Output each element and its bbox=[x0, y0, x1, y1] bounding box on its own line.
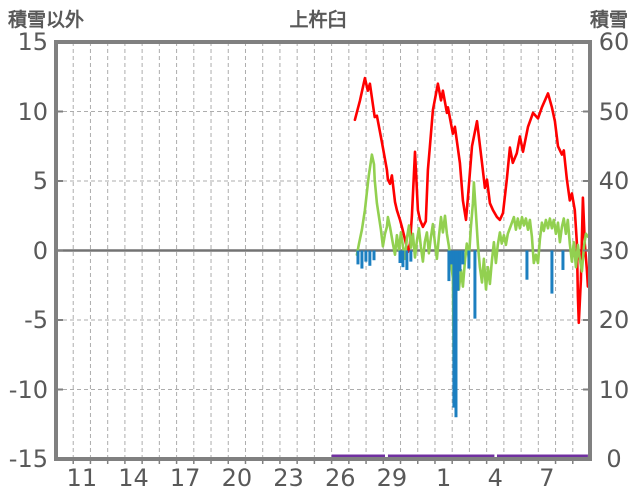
x-axis-tick-label: 26 bbox=[324, 464, 356, 492]
left-axis-tick-label: -15 bbox=[8, 445, 48, 473]
right-axis-tick-label: 30 bbox=[598, 236, 630, 265]
red-temperature-line bbox=[353, 76, 590, 325]
right-axis-tick-label: 10 bbox=[598, 375, 630, 404]
x-axis-tick-label: 7 bbox=[539, 464, 555, 492]
right-axis-tick-label: 40 bbox=[598, 167, 630, 195]
x-axis-tick-label: 14 bbox=[118, 464, 149, 492]
right-axis-title: 積雪 bbox=[589, 9, 628, 31]
green-line bbox=[355, 153, 590, 383]
left-axis-title: 積雪以外 bbox=[8, 9, 85, 31]
right-axis-tick-label: 60 bbox=[598, 28, 630, 56]
x-axis-tick-label: 23 bbox=[273, 464, 304, 492]
plot-border bbox=[54, 40, 592, 461]
right-axis-tick-label: 20 bbox=[598, 306, 630, 334]
left-axis-tick-label: 10 bbox=[17, 97, 48, 126]
x-axis-tick-label: 1 bbox=[435, 464, 452, 492]
right-axis-tick-label: 0 bbox=[606, 445, 622, 473]
x-axis-tick-label: 4 bbox=[487, 464, 503, 492]
left-axis-tick-label: -10 bbox=[8, 375, 48, 404]
left-axis-tick-label: 15 bbox=[17, 28, 48, 56]
x-axis-tick-label: 11 bbox=[66, 464, 98, 492]
right-axis-tick-label: 50 bbox=[598, 97, 630, 126]
left-axis-tick-label: 5 bbox=[32, 167, 48, 195]
x-axis-tick-label: 17 bbox=[169, 464, 201, 492]
left-axis-tick-label: 0 bbox=[32, 236, 48, 265]
left-axis-tick-label: -5 bbox=[24, 306, 48, 334]
x-axis-tick-label: 29 bbox=[376, 464, 408, 492]
x-axis-tick-label: 20 bbox=[221, 464, 253, 492]
